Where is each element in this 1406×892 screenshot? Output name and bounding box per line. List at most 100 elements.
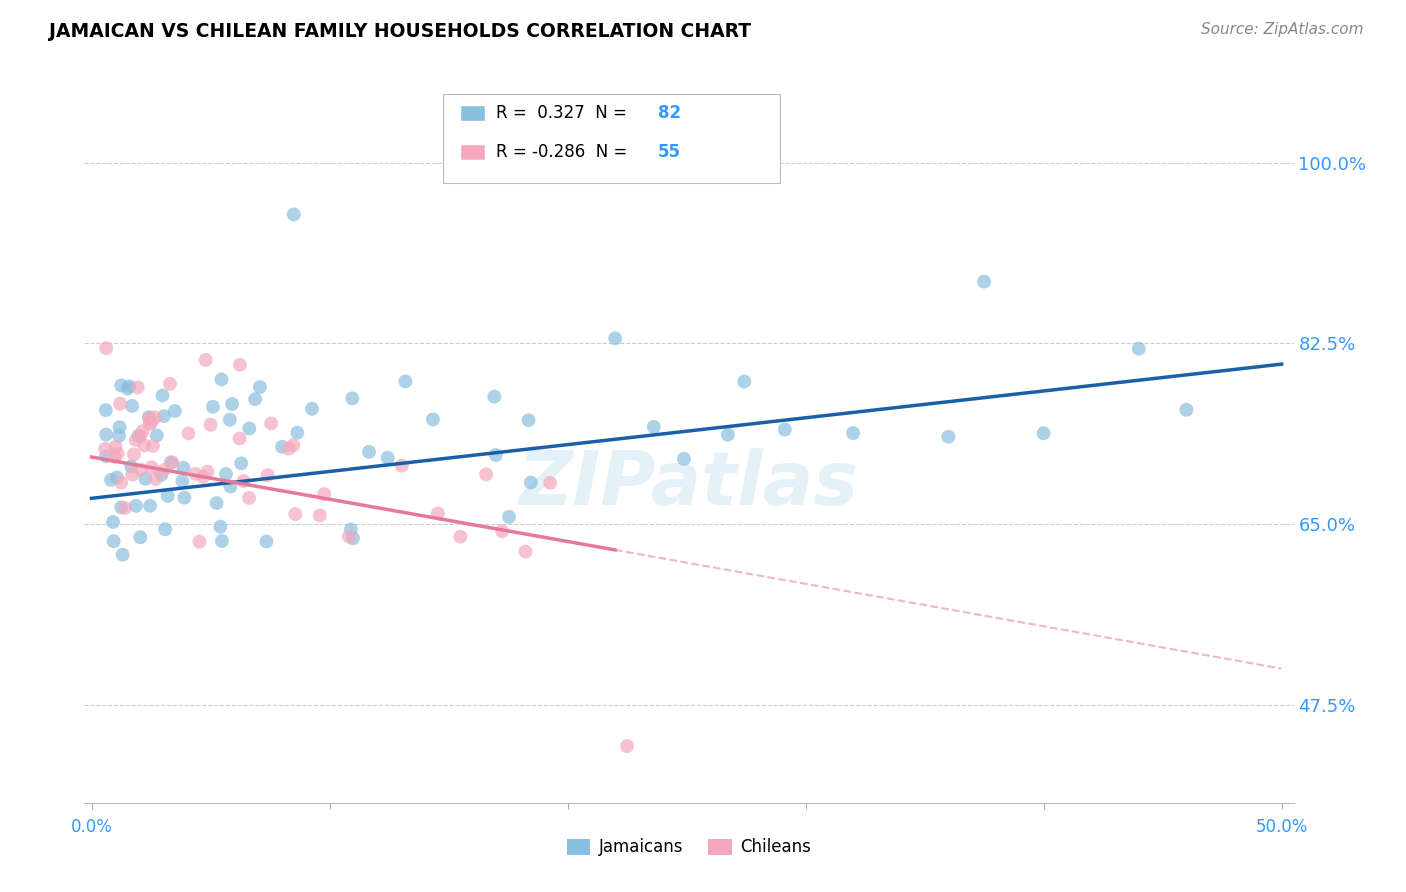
Point <box>238 491 260 505</box>
Point <box>209 519 232 533</box>
Point <box>283 207 305 221</box>
Point <box>231 456 253 470</box>
Point <box>426 507 449 521</box>
Point <box>153 463 176 477</box>
Point <box>194 352 217 367</box>
Point <box>228 432 250 446</box>
Point <box>177 426 200 441</box>
Point <box>114 501 136 516</box>
Point <box>342 392 364 406</box>
Point <box>104 440 127 454</box>
Point <box>122 447 145 461</box>
Point <box>150 467 173 482</box>
Point <box>314 487 336 501</box>
Point <box>110 378 132 392</box>
Point <box>142 439 165 453</box>
Point <box>94 403 117 417</box>
Point <box>110 500 132 515</box>
Point <box>188 534 211 549</box>
Point <box>394 375 416 389</box>
Text: R = -0.286  N =: R = -0.286 N = <box>496 143 633 161</box>
Text: ZIPatlas: ZIPatlas <box>519 449 859 522</box>
Point <box>201 400 224 414</box>
Point <box>256 534 278 549</box>
Point <box>249 380 271 394</box>
Point <box>94 442 117 456</box>
Point <box>118 379 141 393</box>
Point <box>134 472 156 486</box>
Point <box>152 388 174 402</box>
Point <box>1032 426 1054 441</box>
Point <box>146 428 169 442</box>
Point <box>643 420 665 434</box>
Point <box>94 450 117 464</box>
Point <box>422 412 444 426</box>
Point <box>284 507 307 521</box>
Legend: Jamaicans, Chileans: Jamaicans, Chileans <box>561 831 817 863</box>
Point <box>271 440 294 454</box>
Point <box>104 450 127 464</box>
Point <box>773 423 796 437</box>
Point <box>342 531 364 545</box>
Point <box>515 544 537 558</box>
Point <box>232 474 254 488</box>
Point <box>517 413 540 427</box>
Point <box>605 331 627 345</box>
Point <box>197 465 219 479</box>
Point <box>391 458 413 473</box>
Point <box>260 417 283 431</box>
Point <box>138 411 160 425</box>
Point <box>938 430 960 444</box>
Point <box>145 472 167 486</box>
Point <box>485 448 508 462</box>
Point <box>520 475 543 490</box>
Point <box>120 459 142 474</box>
Point <box>131 424 153 438</box>
Point <box>138 410 160 425</box>
Point <box>211 372 233 386</box>
Point <box>283 438 305 452</box>
Point <box>1128 342 1150 356</box>
Point <box>101 515 124 529</box>
Text: 55: 55 <box>658 143 681 161</box>
Point <box>100 473 122 487</box>
Point <box>211 533 233 548</box>
Point <box>184 467 207 481</box>
Point <box>160 455 183 469</box>
Point <box>285 425 308 440</box>
Point <box>162 455 184 469</box>
Point <box>340 523 363 537</box>
Point <box>215 467 238 481</box>
Point <box>127 429 149 443</box>
Point <box>96 341 118 355</box>
Point <box>172 460 194 475</box>
Point <box>108 420 131 434</box>
Point <box>308 508 330 523</box>
Point <box>377 450 399 465</box>
Point <box>103 534 125 549</box>
Point <box>125 499 148 513</box>
Point <box>616 739 638 753</box>
Point <box>1175 402 1198 417</box>
Point <box>221 397 243 411</box>
Point <box>475 467 498 482</box>
Point <box>172 474 194 488</box>
Point <box>449 530 471 544</box>
Point <box>117 382 139 396</box>
Point <box>141 415 163 429</box>
Point <box>121 467 143 482</box>
Point <box>672 451 695 466</box>
Point <box>94 427 117 442</box>
Point <box>173 491 195 505</box>
Point <box>191 469 214 483</box>
Point <box>125 433 148 447</box>
Text: Source: ZipAtlas.com: Source: ZipAtlas.com <box>1201 22 1364 37</box>
Point <box>110 475 132 490</box>
Text: 0.0%: 0.0% <box>70 818 112 837</box>
Text: R =  0.327  N =: R = 0.327 N = <box>496 104 633 122</box>
Point <box>153 409 176 424</box>
Point <box>143 410 166 425</box>
Point <box>256 468 278 483</box>
Point <box>127 380 149 394</box>
Point <box>129 429 152 443</box>
